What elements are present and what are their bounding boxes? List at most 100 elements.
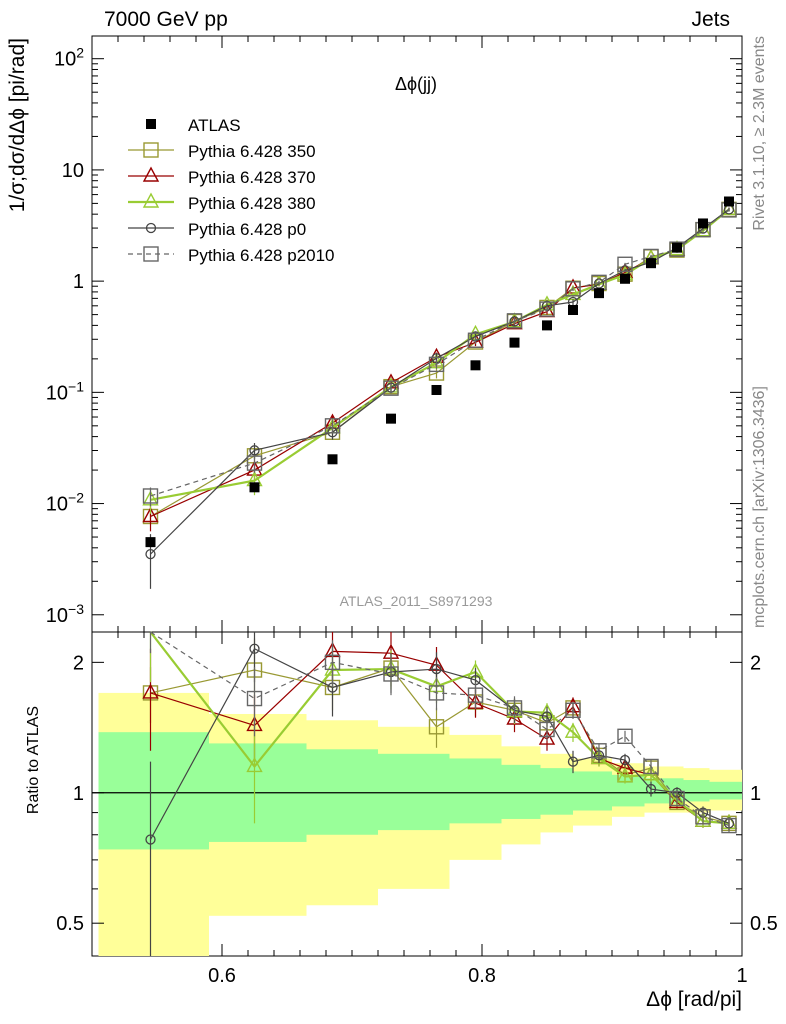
- main-point: [694, 221, 712, 237]
- main-point: [539, 301, 555, 317]
- ratio-point: [617, 728, 633, 745]
- x-tick-label: 0.8: [468, 965, 496, 987]
- ratio-point: [431, 663, 442, 675]
- ratio-point: [383, 666, 399, 682]
- ratio-y-tick-label-right: 1: [750, 783, 761, 805]
- y-tick-label: 1: [73, 271, 84, 293]
- data-point: [327, 454, 338, 465]
- data-point: [509, 337, 520, 348]
- ratio-y-tick-label: 2: [73, 652, 84, 674]
- side-label-bottom: mcplots.cern.ch [arXiv:1306.3436]: [751, 386, 768, 628]
- ratio-series-line: [150, 631, 730, 827]
- ratio-point: [249, 643, 260, 654]
- legend-marker: [146, 119, 156, 129]
- main-point: [509, 316, 520, 327]
- header-right: Jets: [691, 8, 730, 31]
- data-point: [646, 258, 656, 269]
- main-point: [142, 488, 159, 504]
- main-point: [467, 332, 484, 348]
- ratio-point: [616, 767, 634, 783]
- legend-marker: [143, 142, 159, 158]
- legend-label: Pythia 6.428 380: [188, 194, 316, 213]
- ratio-point: [591, 743, 607, 759]
- ratio-point: [567, 756, 579, 767]
- data-point: [249, 482, 260, 493]
- data-point: [698, 218, 708, 229]
- y-tick-label: 10−3: [46, 601, 84, 627]
- ratio-point: [590, 748, 608, 765]
- data-point: [620, 273, 630, 284]
- ratio-point: [645, 783, 657, 795]
- main-point: [506, 313, 523, 329]
- ratio-point: [145, 834, 156, 845]
- legend-marker: [142, 192, 160, 208]
- x-tick-label: 0.6: [208, 965, 236, 987]
- x-tick-label: 1: [736, 965, 747, 987]
- ratio-point: [695, 809, 711, 825]
- main-series-line: [150, 209, 730, 497]
- ratio-y-tick-label-right: 0.5: [750, 913, 778, 935]
- ratio-y-axis-label: Ratio to ATLAS: [25, 706, 42, 814]
- main-point: [145, 548, 156, 560]
- main-point: [428, 356, 445, 373]
- main-point: [142, 507, 159, 523]
- data-point: [568, 305, 578, 316]
- ratio-point: [565, 702, 581, 719]
- ratio-band-inner: [683, 780, 710, 802]
- ratio-band-inner: [540, 768, 573, 815]
- ratio-point: [324, 654, 341, 671]
- data-point: [594, 288, 604, 299]
- main-point: [324, 418, 341, 434]
- legend-label-atlas: ATLAS: [188, 116, 241, 135]
- legend-marker: [143, 246, 159, 262]
- ratio-band-inner: [501, 764, 541, 819]
- ratio-point: [721, 817, 737, 834]
- ratio-point: [506, 700, 523, 716]
- data-point: [431, 384, 442, 395]
- ratio-point: [467, 687, 484, 703]
- legend-label: Pythia 6.428 p0: [188, 220, 306, 239]
- ratio-point: [539, 721, 555, 738]
- ratio-band-inner: [449, 758, 502, 824]
- data-point: [145, 537, 156, 548]
- ratio-band-inner: [612, 774, 645, 807]
- ratio-point: [246, 756, 263, 773]
- main-point: [617, 256, 633, 272]
- legend-marker: [142, 166, 160, 182]
- side-label-top: Rivet 3.1.10, ≥ 2.3M events: [751, 36, 768, 231]
- header-left: 7000 GeV pp: [104, 8, 228, 31]
- ratio-band-inner: [378, 753, 450, 831]
- main-point: [669, 241, 685, 257]
- y-axis-label: 1/σ;dσ/dΔϕ [pi/rad]: [6, 38, 29, 212]
- legend-label: Pythia 6.428 350: [188, 142, 316, 161]
- ratio-point: [428, 719, 445, 735]
- main-point: [565, 281, 581, 297]
- legend-label: Pythia 6.428 370: [188, 168, 316, 187]
- data-point: [724, 196, 734, 207]
- legend-marker: [145, 222, 157, 234]
- y-tick-label: 102: [54, 45, 84, 71]
- plot-title: Δϕ(jj): [395, 74, 437, 94]
- ratio-band-inner: [709, 781, 742, 800]
- ratio-point: [694, 811, 712, 827]
- ratio-band-inner: [573, 771, 612, 811]
- main-point: [249, 445, 260, 456]
- ratio-band-inner: [306, 749, 378, 835]
- main-point: [246, 455, 263, 471]
- ratio-point: [428, 685, 445, 701]
- data-point: [470, 360, 481, 371]
- data-point: [386, 413, 396, 424]
- ratio-point: [538, 729, 556, 745]
- y-tick-label: 10−2: [46, 490, 84, 516]
- ratio-point: [142, 683, 159, 699]
- ratio-y-tick-label: 0.5: [56, 913, 84, 935]
- legend-label: Pythia 6.428 p2010: [188, 246, 335, 265]
- ratio-band-inner: [98, 732, 209, 850]
- y-tick-label: 10: [62, 160, 84, 182]
- data-point: [672, 242, 682, 253]
- ratio-point: [246, 690, 263, 707]
- main-point: [383, 380, 399, 396]
- x-axis-label: Δϕ [rad/pi]: [646, 988, 742, 1011]
- ratio-point: [669, 790, 685, 807]
